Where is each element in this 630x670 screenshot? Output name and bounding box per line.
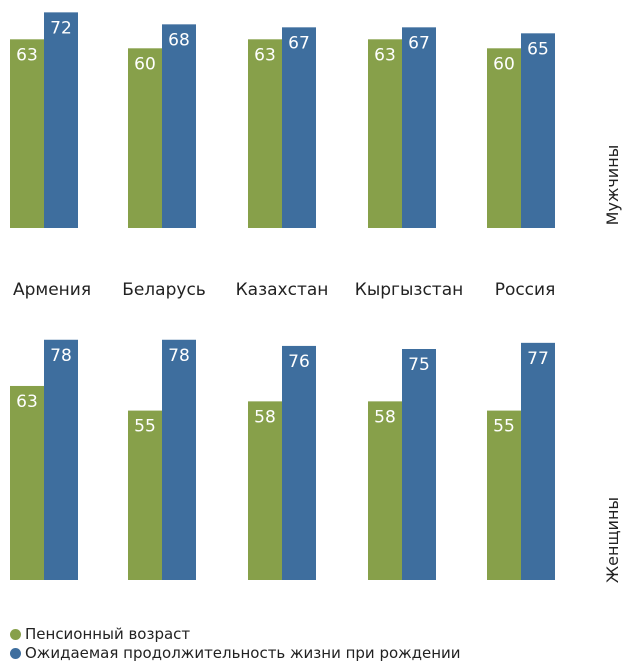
bar-value-label: 67 bbox=[288, 33, 310, 53]
category-label: Россия bbox=[495, 280, 556, 300]
category-label: Кыргызстан bbox=[355, 280, 463, 300]
category-label: Казахстан bbox=[236, 280, 329, 300]
bar-value-label: 55 bbox=[134, 417, 156, 437]
bar-value-label: 65 bbox=[527, 39, 549, 59]
bar-life-men-1 bbox=[162, 24, 196, 229]
bar-pension-women-4 bbox=[487, 410, 521, 580]
category-label: Армения bbox=[13, 280, 91, 300]
bar-value-label: 75 bbox=[408, 355, 430, 375]
category-label: Беларусь bbox=[122, 280, 206, 300]
bar-pension-women-3 bbox=[368, 401, 402, 580]
bar-pension-men-0 bbox=[10, 39, 44, 228]
bar-value-label: 58 bbox=[374, 407, 396, 427]
bar-value-label: 58 bbox=[254, 407, 276, 427]
bar-value-label: 63 bbox=[374, 45, 396, 65]
bar-pension-women-0 bbox=[10, 385, 44, 580]
panel-label: Женщины bbox=[603, 497, 622, 583]
bar-value-label: 72 bbox=[50, 18, 72, 38]
bar-value-label: 68 bbox=[168, 30, 190, 50]
legend-label-pension: Пенсионный возраст bbox=[25, 625, 191, 643]
bar-value-label: 76 bbox=[288, 352, 310, 372]
bar-value-label: 63 bbox=[254, 45, 276, 65]
bar-life-women-2 bbox=[282, 345, 316, 580]
bar-pension-men-3 bbox=[368, 39, 402, 228]
bar-value-label: 78 bbox=[50, 346, 72, 366]
bar-pension-men-2 bbox=[248, 39, 282, 228]
chart-svg: 63 60 63 63 60 72 68 67 67 65 Мужчины Армения Белару… bbox=[10, 12, 622, 583]
bar-life-women-3 bbox=[402, 349, 436, 580]
bar-value-label: 63 bbox=[16, 45, 38, 65]
bar-life-men-0 bbox=[44, 12, 78, 228]
bar-value-label: 55 bbox=[493, 417, 515, 437]
bar-pension-men-1 bbox=[128, 48, 162, 228]
bar-value-label: 63 bbox=[16, 392, 38, 412]
bar-life-men-2 bbox=[282, 27, 316, 229]
bar-value-label: 78 bbox=[168, 346, 190, 366]
bar-pension-women-2 bbox=[248, 401, 282, 580]
bar-life-women-1 bbox=[162, 339, 196, 580]
bar-value-label: 67 bbox=[408, 33, 430, 53]
legend: Пенсионный возраст Ожидаемая продолжител… bbox=[10, 625, 461, 663]
bar-value-label: 60 bbox=[493, 54, 515, 74]
legend-item-life: Ожидаемая продолжительность жизни при ро… bbox=[10, 644, 461, 663]
bar-value-label: 60 bbox=[134, 54, 156, 74]
bar-pension-women-1 bbox=[128, 410, 162, 580]
bar-pension-men-4 bbox=[487, 48, 521, 228]
legend-swatch-pension bbox=[10, 629, 21, 640]
bar-life-men-3 bbox=[402, 27, 436, 229]
panel-label: Мужчины bbox=[603, 145, 622, 226]
legend-swatch-life bbox=[10, 648, 21, 659]
bar-life-men-4 bbox=[521, 33, 555, 229]
bar-life-women-0 bbox=[44, 339, 78, 580]
legend-label-life: Ожидаемая продолжительность жизни при ро… bbox=[25, 644, 461, 662]
bar-value-label: 77 bbox=[527, 349, 549, 369]
legend-item-pension: Пенсионный возраст bbox=[10, 625, 461, 644]
bar-life-women-4 bbox=[521, 342, 555, 580]
